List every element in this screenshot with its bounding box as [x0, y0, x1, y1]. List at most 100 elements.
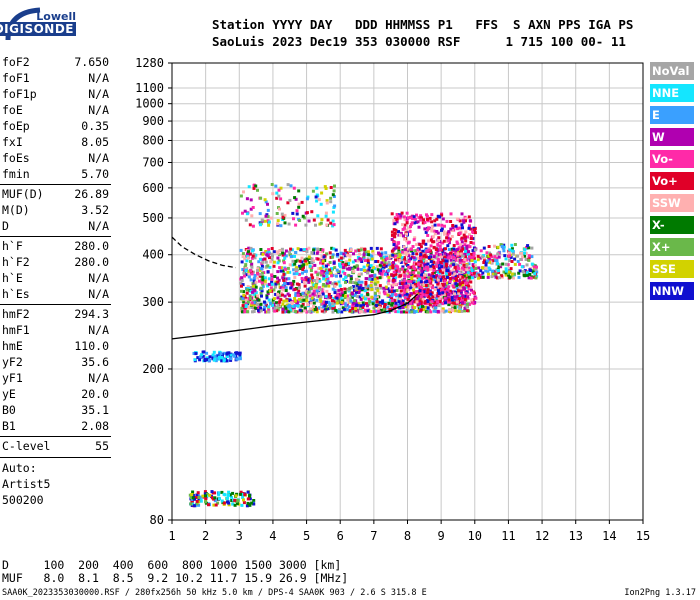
- echo-point: [435, 274, 438, 277]
- echo-point: [292, 217, 295, 221]
- echo-point: [397, 300, 401, 304]
- echo-point: [314, 284, 318, 288]
- echo-point: [405, 253, 409, 257]
- echo-point: [451, 276, 455, 280]
- echo-point: [507, 273, 511, 277]
- echo-point: [482, 258, 486, 262]
- echo-point: [260, 294, 263, 298]
- echo-point: [247, 250, 250, 254]
- echo-point: [203, 359, 207, 362]
- echo-point: [302, 281, 306, 284]
- echo-point: [399, 310, 403, 314]
- echo-point: [455, 300, 459, 304]
- echo-point: [249, 289, 253, 293]
- echo-point: [415, 300, 419, 304]
- echo-point: [391, 285, 394, 289]
- echo-point: [408, 271, 412, 275]
- echo-point: [501, 262, 505, 266]
- echo-point: [424, 255, 428, 259]
- echo-point: [330, 274, 334, 278]
- echo-point: [424, 305, 428, 309]
- echo-point: [249, 198, 253, 202]
- echo-point: [332, 247, 336, 251]
- echo-point: [397, 250, 401, 254]
- echo-point: [359, 268, 363, 272]
- echo-point: [391, 264, 395, 268]
- echo-point: [413, 300, 417, 304]
- echo-point: [281, 276, 285, 280]
- echo-point: [238, 353, 242, 357]
- param-row: h`Es N/A: [2, 287, 109, 303]
- echo-point: [484, 269, 488, 273]
- param-row: foF1p N/A: [2, 87, 109, 103]
- echo-point: [394, 245, 398, 249]
- echo-point: [368, 277, 372, 281]
- echo-point: [349, 299, 353, 303]
- echo-point: [398, 269, 402, 273]
- echo-point: [244, 296, 247, 300]
- echo-point: [270, 277, 274, 281]
- echo-point: [415, 262, 418, 266]
- echo-point: [399, 231, 403, 235]
- echo-point: [403, 291, 407, 295]
- echo-point: [370, 274, 374, 278]
- echo-point: [240, 310, 244, 314]
- echo-point: [301, 268, 305, 271]
- echo-point: [355, 303, 359, 307]
- echo-point: [386, 293, 390, 297]
- echo-point: [364, 251, 368, 255]
- echo-point: [191, 490, 195, 494]
- echo-point: [443, 290, 447, 294]
- trace-lines: [171, 236, 419, 340]
- echo-point: [315, 251, 319, 255]
- echo-point: [386, 287, 390, 291]
- echo-point: [296, 293, 300, 297]
- echo-point: [400, 293, 404, 297]
- echo-point: [279, 266, 283, 270]
- echo-point: [325, 201, 329, 205]
- echo-point: [466, 250, 470, 254]
- echo-point: [418, 249, 422, 253]
- echo-point: [508, 259, 511, 262]
- echo-point: [425, 278, 429, 282]
- echo-point: [405, 221, 409, 225]
- echo-point: [524, 258, 528, 261]
- echo-point: [216, 501, 220, 505]
- echo-point: [227, 493, 230, 497]
- echo-point: [320, 255, 324, 258]
- echo-point: [432, 301, 436, 305]
- echo-point: [426, 288, 430, 292]
- echo-point: [199, 498, 203, 502]
- echo-point: [466, 292, 470, 296]
- echo-point: [434, 306, 438, 310]
- echo-point: [305, 289, 308, 293]
- echo-point: [329, 271, 333, 275]
- param-row: foEp 0.35: [2, 119, 109, 135]
- echo-point: [405, 259, 409, 263]
- echo-point: [377, 310, 381, 314]
- echo-point: [351, 307, 355, 310]
- echo-point: [319, 248, 323, 251]
- echo-point: [307, 290, 311, 294]
- echo-point: [297, 283, 301, 287]
- param-row: h`E N/A: [2, 271, 109, 287]
- echo-point: [404, 305, 408, 309]
- echo-point: [316, 295, 320, 298]
- echo-point: [238, 357, 242, 361]
- echo-point: [431, 235, 435, 239]
- echo-point: [248, 252, 252, 256]
- echo-point: [393, 235, 397, 239]
- echo-point: [300, 304, 304, 308]
- echo-point: [465, 309, 469, 313]
- echo-point: [293, 254, 296, 258]
- echo-point: [277, 278, 281, 282]
- echo-point: [440, 213, 444, 217]
- echo-point: [463, 258, 467, 262]
- echo-point: [245, 291, 249, 295]
- echo-point: [391, 278, 395, 282]
- echo-point: [436, 231, 440, 235]
- echo-point: [408, 249, 412, 253]
- echo-point: [471, 241, 475, 245]
- echo-point: [374, 287, 378, 290]
- echo-point: [432, 270, 436, 274]
